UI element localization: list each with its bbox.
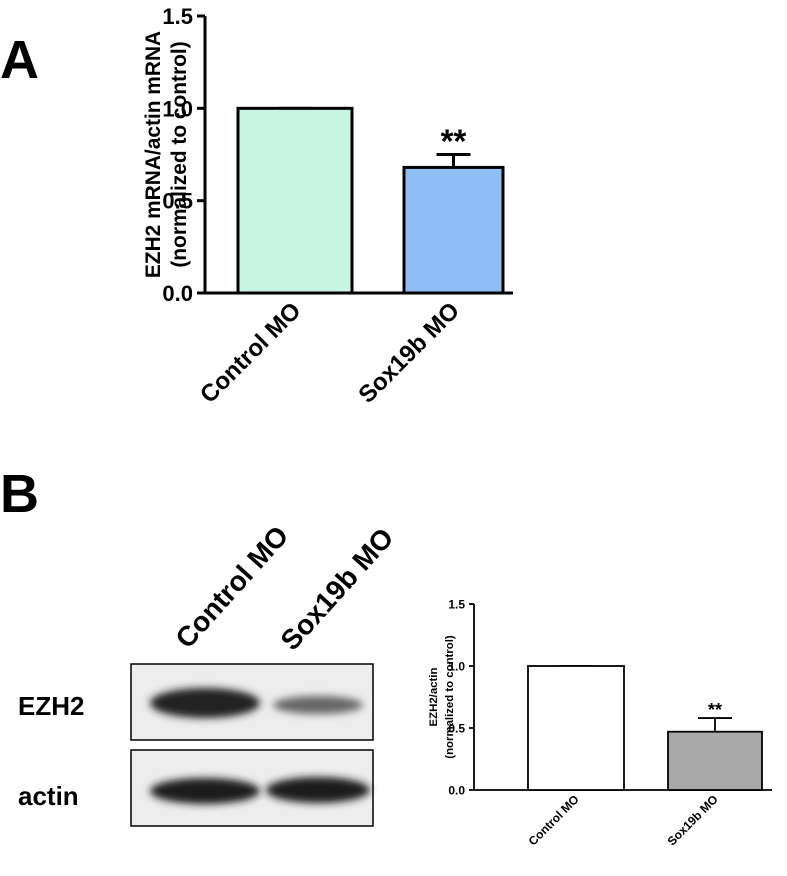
y-axis-label: (normalized to control): [168, 41, 191, 267]
bar: [667, 730, 763, 791]
y-tick-label: 1.5: [162, 4, 193, 29]
y-tick-label: 0.5: [162, 189, 193, 214]
y-axis-label: EZH2 mRNA/actin mRNA: [142, 31, 165, 278]
panel-label: A: [0, 30, 39, 90]
panel-label: B: [0, 464, 39, 524]
y-tick-label: 1.5: [448, 597, 465, 611]
annotation: **: [708, 700, 722, 720]
x-tick-label: Sox19b MO: [665, 792, 721, 848]
blot-row-label: EZH2: [18, 691, 84, 721]
band: [150, 688, 260, 718]
y-tick-label: 1.0: [162, 96, 193, 121]
band: [273, 696, 363, 714]
band: [266, 777, 370, 803]
y-axis-label: EZH2/actin: [428, 668, 440, 727]
y-tick-label: 0.0: [448, 783, 465, 797]
annotation: **: [441, 123, 467, 160]
x-tick-label: Sox19b MO: [353, 297, 465, 409]
y-tick-label: 1.0: [448, 659, 465, 673]
band: [150, 778, 260, 804]
bar: [402, 165, 505, 295]
x-tick-label: Control MO: [195, 297, 306, 408]
y-axis-label: (normalized to control): [444, 635, 456, 759]
bar: [236, 106, 354, 295]
y-tick-label: 0.0: [162, 281, 193, 306]
y-tick-label: 0.5: [448, 721, 465, 735]
x-tick-label: Control MO: [526, 792, 582, 848]
blot-row-label: actin: [18, 781, 79, 811]
bar: [527, 665, 625, 791]
